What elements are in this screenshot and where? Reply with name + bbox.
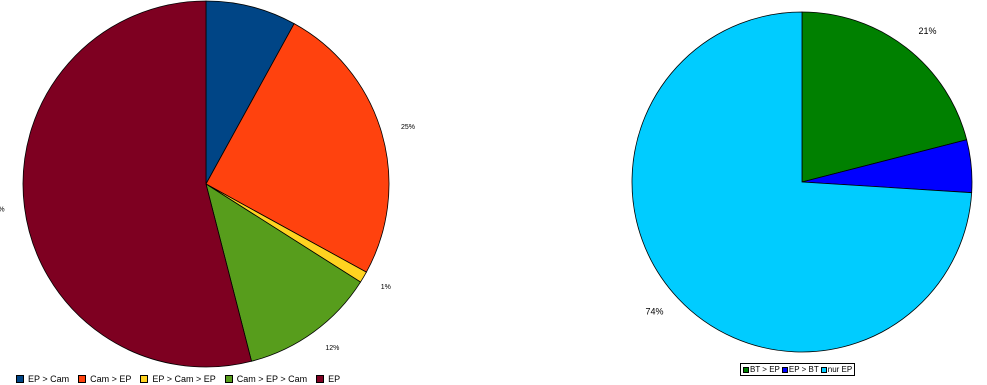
pie-slice xyxy=(631,11,973,353)
legend-right: BT > EP EP > BT nur EP xyxy=(740,363,856,376)
slice-value-label: 12% xyxy=(325,345,339,352)
pie-slice xyxy=(205,0,295,185)
pie-slice xyxy=(205,23,390,273)
legend-label: Cam > EP > Cam xyxy=(236,374,308,384)
legend-swatch xyxy=(224,375,233,383)
legend-swatch xyxy=(16,375,24,383)
legend-label: EP xyxy=(328,374,341,384)
slice-value-label: 74% xyxy=(645,306,663,316)
legend-left: EP > Cam Cam > EP EP > Cam > EP Cam > EP… xyxy=(16,374,349,384)
legend-swatch xyxy=(820,366,827,373)
legend-item: EP xyxy=(316,374,340,384)
legend-swatch xyxy=(140,375,149,383)
legend-label: Cam > EP xyxy=(90,374,132,384)
legend-item: EP > Cam xyxy=(16,374,69,384)
legend-item: EP > BT xyxy=(781,365,819,374)
slice-value-label: 54% xyxy=(0,206,5,213)
legend-label: nur EP xyxy=(827,365,853,374)
pie-chart-right: 21%5%74% xyxy=(631,11,973,353)
legend-swatch xyxy=(316,375,325,383)
slice-value-label: 1% xyxy=(381,284,391,291)
legend-label: EP > Cam xyxy=(28,374,70,384)
legend-swatch xyxy=(743,366,749,373)
legend-label: BT > EP xyxy=(750,365,780,374)
legend-item: EP > Cam > EP xyxy=(140,374,216,384)
pie-slice xyxy=(205,183,362,362)
slice-value-label: 25% xyxy=(401,124,415,131)
legend-label: EP > BT xyxy=(788,365,819,374)
legend-label: EP > Cam > EP xyxy=(152,374,216,384)
pie-slice xyxy=(22,0,252,368)
pie-chart-left: 8%25%1%12%54% xyxy=(0,0,415,368)
legend-swatch xyxy=(78,375,87,383)
legend-swatch xyxy=(781,366,788,373)
legend-item: BT > EP xyxy=(743,365,780,374)
legend-item: nur EP xyxy=(820,365,853,374)
pie-slice xyxy=(801,11,968,183)
legend-item: Cam > EP > Cam xyxy=(224,374,308,384)
slice-value-label: 21% xyxy=(918,26,936,36)
legend-item: Cam > EP xyxy=(78,374,131,384)
